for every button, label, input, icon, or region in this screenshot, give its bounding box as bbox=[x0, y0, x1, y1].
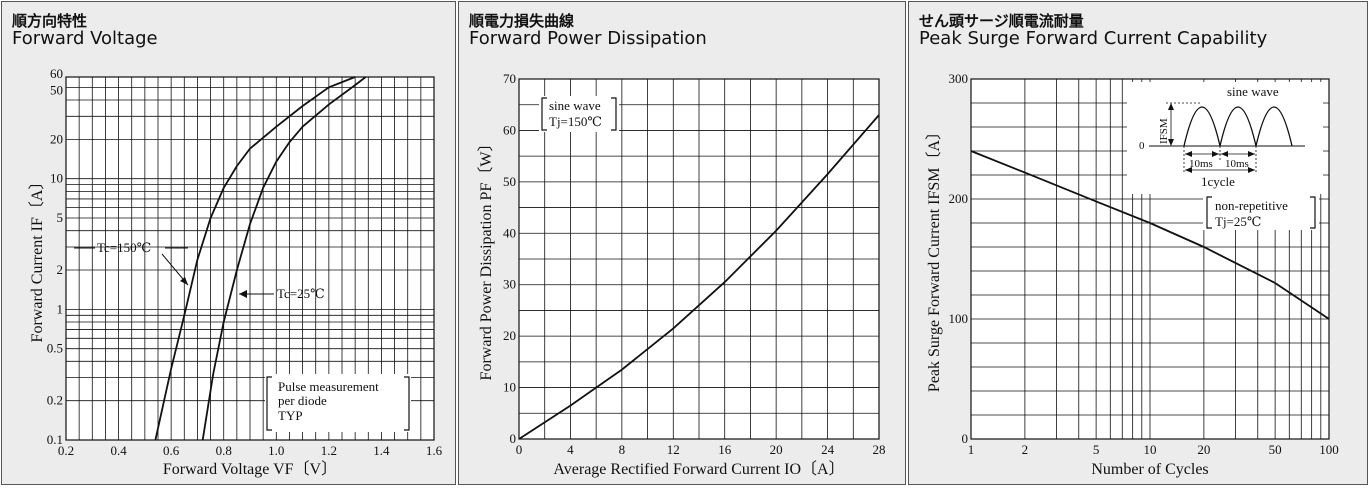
chart3-series bbox=[970, 150, 1330, 320]
chart3-xtick: 20 bbox=[1197, 442, 1210, 457]
chart2-note: sine wave Tj=150℃ bbox=[539, 96, 619, 132]
chart1-ytick: 0.1 bbox=[47, 432, 63, 447]
chart3-xlabel: Number of Cycles bbox=[1091, 461, 1208, 478]
chart3-note: non-repetitive Tj=25℃ bbox=[1203, 194, 1319, 230]
chart3-ytick: 200 bbox=[949, 191, 969, 206]
chart1-xtick: 1.2 bbox=[321, 443, 337, 458]
chart2-ytick: 50 bbox=[503, 174, 516, 189]
inset-1cycle: 1cycle bbox=[1201, 174, 1235, 189]
chart2-title: Forward Power Dissipation bbox=[469, 28, 707, 49]
chart3-xtick: 1 bbox=[968, 442, 975, 457]
chart1-series-label-0: Tc=150℃ bbox=[97, 240, 151, 255]
chart2-gridlines bbox=[518, 78, 880, 440]
chart1-note-line1: Pulse measurement bbox=[278, 379, 379, 394]
chart2-ytick: 70 bbox=[503, 71, 516, 86]
chart3-ytick: 300 bbox=[949, 71, 969, 86]
chart1-title: Forward Voltage bbox=[12, 28, 158, 49]
chart2-plot: 0 4 8 12 16 20 24 28 0 10 20 30 40 50 60 70 Average Rec… bbox=[477, 71, 886, 478]
chart1-xtick: 1.6 bbox=[426, 443, 443, 458]
chart2-xtick: 24 bbox=[821, 442, 835, 457]
chart1-plot: 0.2 0.4 0.6 0.8 1.0 1.2 1.4 1.60.10.20.51251020… bbox=[28, 66, 443, 478]
chart1-series-label-1: Tc=25℃ bbox=[277, 286, 325, 301]
chart2-note-line1: sine wave bbox=[549, 98, 601, 113]
chart1-title-jp: 順方向特性 bbox=[12, 12, 88, 30]
inset-title: sine wave bbox=[1227, 84, 1279, 99]
chart2-ylabel: Forward Power Dissipation PF〔W〕 bbox=[477, 136, 495, 381]
chart3-tick-labels: 1 2 5 10 20 50 100 0 100 200 300 bbox=[949, 71, 1339, 457]
chart3-ylabel: Peak Surge Forward Current IFSM〔A〕 bbox=[925, 124, 943, 392]
chart2-xlabel: Average Rectified Forward Current IO〔A〕 bbox=[553, 460, 844, 478]
chart2-series bbox=[518, 114, 880, 440]
chart3-ytick: 100 bbox=[949, 311, 969, 326]
chart1-xtick: 0.4 bbox=[110, 443, 127, 458]
chart1-xtick: 1.0 bbox=[268, 443, 284, 458]
chart2-xtick: 0 bbox=[516, 442, 523, 457]
chart3-xtick: 5 bbox=[1093, 442, 1100, 457]
panel-forward-voltage: 順方向特性 Forward Voltage 0.2 0.4 0.6 0.8 1.0 1.2… bbox=[1, 1, 456, 485]
chart1-xlabel: Forward Voltage VF〔V〕 bbox=[163, 460, 337, 478]
inset-ifsm: IFSM bbox=[1158, 118, 1170, 144]
chart2-tick-labels: 0 4 8 12 16 20 24 28 0 10 20 30 40 50 60 70 bbox=[503, 71, 886, 457]
chart1-xtick: 0.6 bbox=[163, 443, 180, 458]
inset-zero: 0 bbox=[1139, 140, 1145, 152]
chart3-xtick: 50 bbox=[1269, 442, 1282, 457]
panel-peak-surge: せん頭サージ順電流耐量 Peak Surge Forward Current C… bbox=[908, 1, 1368, 485]
chart3-xtick: 100 bbox=[1319, 442, 1339, 457]
chart1-ytick: 5 bbox=[57, 210, 64, 225]
chart2-xtick: 12 bbox=[667, 442, 680, 457]
chart2-xtick: 28 bbox=[873, 442, 886, 457]
chart1-series bbox=[154, 76, 367, 441]
chart3-xtick: 2 bbox=[1022, 442, 1029, 457]
chart1-series-line-0 bbox=[154, 76, 356, 441]
chart2-ytick: 10 bbox=[503, 380, 516, 395]
chart3-series-line-0 bbox=[970, 150, 1330, 320]
chart2-xtick: 16 bbox=[718, 442, 732, 457]
inset-10ms-a: 10ms bbox=[1189, 158, 1213, 170]
chart1-ytick: 20 bbox=[50, 131, 63, 146]
chart1-ytick: 10 bbox=[50, 171, 63, 186]
chart1-ylabel: Forward Current IF〔A〕 bbox=[28, 174, 46, 343]
chart2-ytick: 60 bbox=[503, 122, 516, 137]
chart1-ytick: 2 bbox=[57, 262, 64, 277]
chart1-tick-labels: 0.2 0.4 0.6 0.8 1.0 1.2 1.4 1.60.10.20.51251020… bbox=[47, 66, 443, 458]
chart1-ytick: 0.2 bbox=[47, 393, 63, 408]
chart3-note-line1: non-repetitive bbox=[1215, 198, 1288, 213]
chart2-note-line2: Tj=150℃ bbox=[549, 114, 602, 129]
chart2-ytick: 20 bbox=[503, 328, 516, 343]
chart2-series-line-0 bbox=[518, 114, 880, 440]
chart2-ytick: 30 bbox=[503, 277, 516, 292]
chart1-label-tc150: Tc=150℃ bbox=[74, 240, 189, 286]
chart2-xtick: 4 bbox=[567, 442, 574, 457]
chart2-title-jp: 順電力損失曲線 bbox=[469, 12, 575, 30]
chart3-inset: sine wave 0 IFSM 10ms 10ms bbox=[1127, 82, 1323, 194]
chart1-xtick: 0.2 bbox=[58, 443, 74, 458]
chart3-note-line2: Tj=25℃ bbox=[1215, 214, 1261, 229]
chart2-ytick: 40 bbox=[503, 225, 516, 240]
chart1-xtick: 0.8 bbox=[216, 443, 232, 458]
chart3-title-jp: せん頭サージ順電流耐量 bbox=[919, 12, 1084, 30]
chart1-xtick: 1.4 bbox=[373, 443, 390, 458]
chart1-note-line2: per diode bbox=[278, 393, 327, 408]
chart1-ytick: 0.5 bbox=[47, 341, 63, 356]
chart3-ytick: 0 bbox=[962, 431, 969, 446]
chart2-ytick: 0 bbox=[510, 431, 517, 446]
chart3-title: Peak Surge Forward Current Capability bbox=[919, 28, 1268, 49]
chart2-xtick: 20 bbox=[770, 442, 783, 457]
chart1-ytick: 1 bbox=[57, 301, 64, 316]
chart1-ytick: 50 bbox=[50, 82, 63, 97]
chart1-note: Pulse measurement per diode TYP bbox=[265, 374, 411, 432]
chart1-note-line3: TYP bbox=[278, 408, 303, 423]
chart2-xtick: 8 bbox=[619, 442, 626, 457]
chart3-xtick: 10 bbox=[1144, 442, 1157, 457]
panel-forward-power: 順電力損失曲線 Forward Power Dissipation 0 4 8 12 1… bbox=[458, 1, 906, 485]
chart1-label-tc25: Tc=25℃ bbox=[239, 286, 325, 301]
inset-10ms-b: 10ms bbox=[1225, 158, 1249, 170]
chart1-ytick: 60 bbox=[50, 66, 63, 81]
chart1-series-line-1 bbox=[201, 76, 367, 441]
